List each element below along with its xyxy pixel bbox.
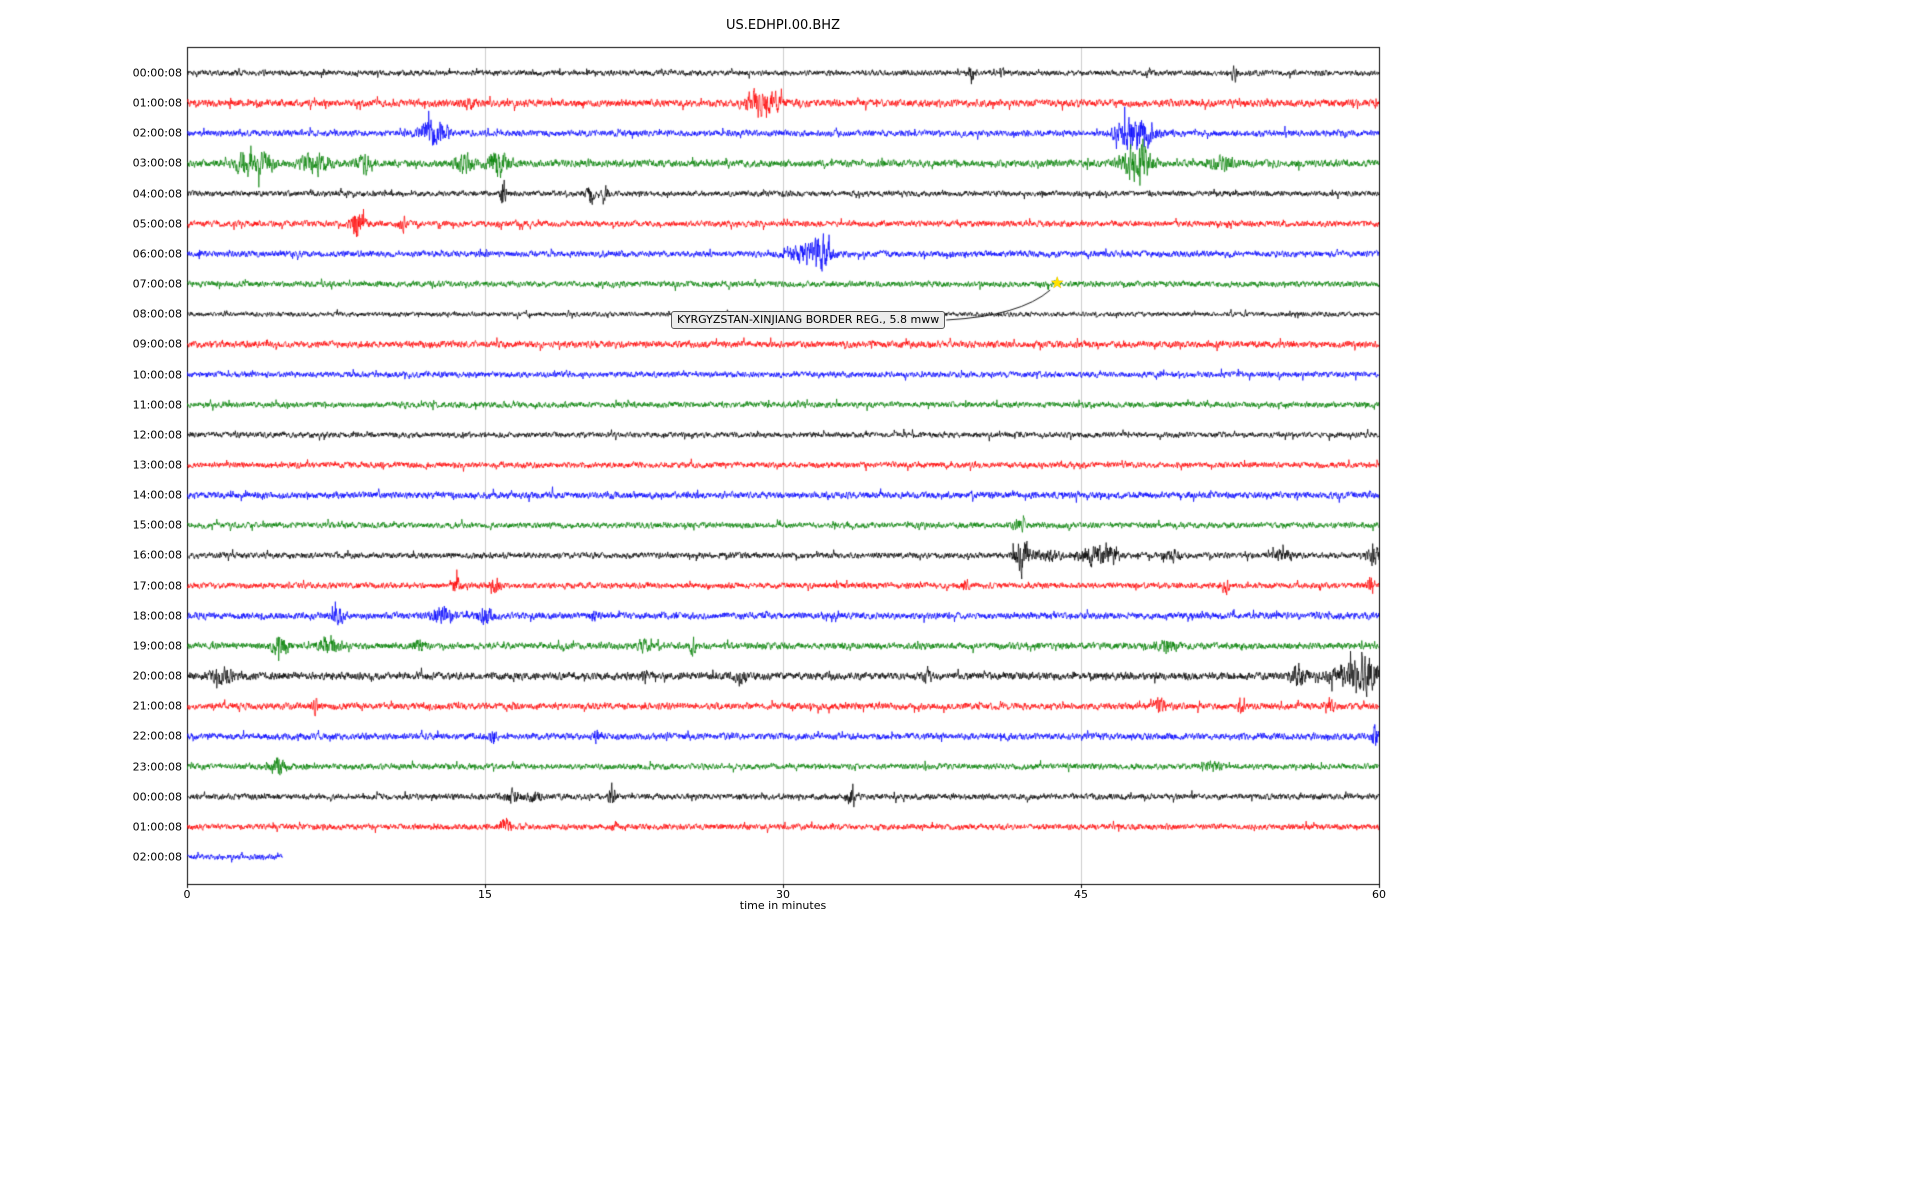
trace-time-label: 10:00:08	[132, 368, 182, 382]
trace-time-label: 04:00:08	[132, 187, 182, 201]
trace-time-label: 21:00:08	[132, 699, 182, 713]
trace-time-label: 11:00:08	[132, 398, 182, 412]
x-tick-label: 60	[1372, 888, 1386, 901]
x-axis-label: time in minutes	[739, 899, 827, 912]
trace-time-label: 17:00:08	[132, 579, 182, 593]
chart-title: US.EDHPI.00.BHZ	[726, 18, 840, 33]
trace-time-label: 14:00:08	[132, 488, 182, 502]
trace-time-label: 16:00:08	[132, 548, 182, 562]
trace-time-label: 15:00:08	[132, 518, 182, 532]
trace-time-label: 07:00:08	[132, 277, 182, 291]
trace-time-label: 01:00:08	[132, 96, 182, 110]
trace-time-label: 12:00:08	[132, 428, 182, 442]
trace-time-label: 01:00:08	[132, 820, 182, 834]
trace-time-label: 08:00:08	[132, 307, 182, 321]
x-tick-label: 0	[183, 888, 191, 901]
trace-time-label: 00:00:08	[132, 66, 182, 80]
trace-time-label: 22:00:08	[132, 729, 182, 743]
event-star-icon: ★	[1049, 273, 1065, 293]
trace-time-label: 02:00:08	[132, 850, 182, 864]
trace-time-label: 18:00:08	[132, 609, 182, 623]
trace-time-label: 13:00:08	[132, 458, 182, 472]
x-tick-label: 45	[1074, 888, 1088, 901]
trace-time-label: 20:00:08	[132, 669, 182, 683]
trace-time-label: 05:00:08	[132, 217, 182, 231]
x-tick-label: 15	[478, 888, 492, 901]
trace-time-label: 09:00:08	[132, 337, 182, 351]
trace-time-label: 23:00:08	[132, 760, 182, 774]
trace-time-label: 03:00:08	[132, 156, 182, 170]
x-tick-label: 30	[776, 888, 790, 901]
trace-time-label: 06:00:08	[132, 247, 182, 261]
event-annotation-box: KYRGYZSTAN-XINJIANG BORDER REG., 5.8 mww	[671, 311, 946, 329]
trace-time-label: 00:00:08	[132, 790, 182, 804]
trace-time-label: 02:00:08	[132, 126, 182, 140]
trace-time-label: 19:00:08	[132, 639, 182, 653]
